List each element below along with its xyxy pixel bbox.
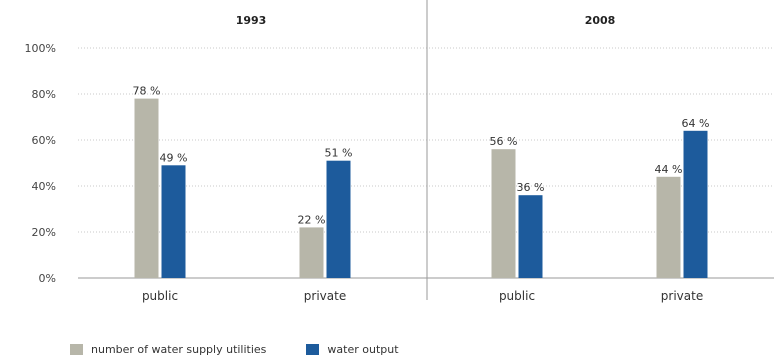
group-title: 1993 bbox=[236, 14, 267, 27]
bar-water-output bbox=[683, 130, 708, 278]
legend-swatch-utilities bbox=[70, 344, 83, 355]
data-label: 36 % bbox=[517, 181, 545, 194]
y-tick-label: 60% bbox=[32, 134, 56, 147]
legend-swatch-water-output bbox=[306, 344, 320, 355]
data-label: 49 % bbox=[160, 151, 188, 164]
y-tick-label: 40% bbox=[32, 180, 56, 193]
category-labels: public private public private bbox=[142, 289, 703, 303]
bar-utilities bbox=[491, 149, 516, 278]
data-label: 44 % bbox=[655, 163, 683, 176]
data-labels: 78 % 22 % 56 % 44 % 49 % 51 % 36 % 64 % bbox=[133, 85, 710, 227]
bar-water-output bbox=[326, 160, 351, 278]
y-tick-label: 80% bbox=[32, 88, 56, 101]
data-label: 51 % bbox=[325, 147, 353, 160]
bar-utilities bbox=[656, 176, 681, 278]
bars bbox=[134, 98, 708, 278]
data-label: 64 % bbox=[682, 117, 710, 130]
legend: number of water supply utilities water o… bbox=[70, 343, 399, 356]
category-label: private bbox=[304, 289, 346, 303]
legend-item-water-output: water output bbox=[306, 343, 399, 356]
bar-water-output bbox=[161, 165, 186, 278]
legend-label-utilities: number of water supply utilities bbox=[91, 343, 267, 356]
data-label: 56 % bbox=[490, 135, 518, 148]
y-tick-label: 20% bbox=[32, 226, 56, 239]
group-titles: 1993 2008 bbox=[236, 14, 616, 27]
category-label: private bbox=[661, 289, 703, 303]
bar-water-output bbox=[518, 195, 543, 278]
bar-utilities bbox=[134, 98, 159, 278]
bar-chart: 0% 20% 40% 60% 80% 100% 1993 2008 78 % 22 % 56 %… bbox=[25, 0, 774, 303]
bar-utilities bbox=[299, 227, 324, 278]
y-axis-ticks: 0% 20% 40% 60% 80% 100% bbox=[25, 42, 56, 285]
category-label: public bbox=[499, 289, 535, 303]
legend-item-utilities: number of water supply utilities bbox=[70, 343, 266, 356]
legend-label-water-output: water output bbox=[327, 343, 399, 356]
y-tick-label: 100% bbox=[25, 42, 56, 55]
y-tick-label: 0% bbox=[39, 272, 56, 285]
data-label: 78 % bbox=[133, 85, 161, 98]
category-label: public bbox=[142, 289, 178, 303]
data-label: 22 % bbox=[298, 213, 326, 226]
group-title: 2008 bbox=[585, 14, 616, 27]
